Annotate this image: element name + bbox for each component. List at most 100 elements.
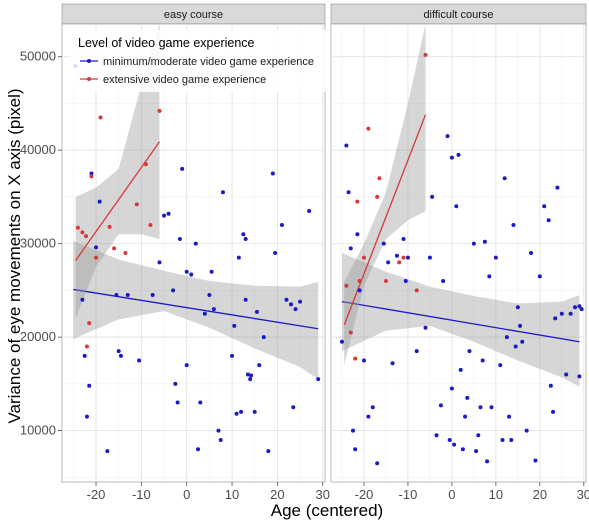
data-point [180,166,185,171]
data-point [273,251,278,255]
data-point [502,176,507,181]
y-tick-label: 20000 [20,329,56,344]
data-point [94,245,99,250]
data-point [482,239,487,244]
data-point [211,307,216,312]
data-point [513,344,518,349]
data-point [452,442,457,447]
data-point [430,194,435,199]
data-point [350,428,355,433]
data-point [353,447,358,452]
data-point [414,349,419,354]
data-point [529,251,534,255]
data-point [298,299,303,304]
data-point [555,185,560,190]
data-point [175,400,180,405]
data-point [361,358,366,363]
data-point [377,176,382,181]
panel-difficult: difficult course -20 -10 0 10 20 30 [330,3,589,502]
x-axis-title: Age (centered) [271,501,383,520]
data-point [357,279,362,284]
facet-strip-label: easy course [164,9,223,21]
data-point [577,304,582,309]
data-point [518,323,523,328]
data-point [487,274,492,279]
x-tick-label: -20 [87,487,106,502]
data-point [80,297,85,302]
data-point [500,437,505,442]
data-point [291,405,296,410]
data-point [348,246,353,251]
x-tick-label: -10 [399,487,418,502]
data-point [84,344,89,349]
x-tick-label: 20 [533,487,547,502]
legend-title: Level of video game experience [78,36,255,50]
data-point [288,302,293,307]
data-point [344,283,349,288]
data-point [401,255,406,260]
series-minimum [73,64,321,454]
data-point [381,241,386,246]
data-point [157,108,162,113]
data-point [339,339,344,344]
data-point [390,361,395,366]
data-point [405,255,410,260]
data-point [353,356,358,361]
x-tick-label: 30 [577,487,589,502]
data-point [551,409,556,414]
data-point [564,372,569,377]
x-tick-label: -20 [355,487,374,502]
data-point [198,400,203,405]
data-point [254,309,259,314]
data-point [270,171,275,176]
data-point [498,363,503,368]
data-point [344,143,349,148]
series-minimum [339,134,584,466]
data-point [243,297,248,302]
data-point [485,459,490,464]
data-point [511,222,516,227]
data-point [118,353,123,358]
data-point [249,373,254,378]
x-tick-label: 10 [225,487,239,502]
data-point [232,323,237,328]
data-point [97,199,102,204]
data-point [474,449,479,454]
data-point [520,339,525,344]
data-point [150,293,155,298]
data-point [394,253,399,258]
data-point [559,311,564,316]
data-point [234,411,239,416]
y-tick-label: 10000 [20,423,56,438]
data-point [375,461,380,466]
data-point [239,409,244,414]
data-point [537,274,542,279]
data-point [134,202,139,207]
data-point [401,236,406,241]
data-point [509,437,514,442]
data-point [397,260,402,265]
data-point [143,162,148,167]
data-point [463,414,468,419]
data-point [434,433,439,438]
x-tick-label: 20 [270,487,284,502]
data-point [112,246,117,251]
data-point [577,374,582,379]
legend: Level of video game experience minimum/m… [70,30,330,92]
data-point [184,363,189,368]
data-point [454,204,459,209]
data-point [355,232,360,237]
data-point [105,449,110,454]
data-point [137,358,142,363]
fit-line-minimum [73,288,319,330]
data-point [480,358,485,363]
data-point [173,381,178,386]
data-point [366,126,371,131]
data-point [375,194,380,199]
data-point [515,305,520,310]
data-point [507,414,512,419]
data-point [193,241,198,246]
data-point [166,211,171,216]
data-point [504,335,509,340]
